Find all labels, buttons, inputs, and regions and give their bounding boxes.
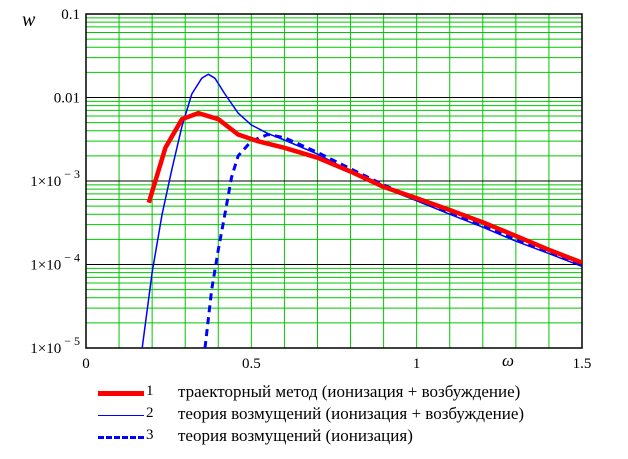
legend-line-3 <box>98 436 144 439</box>
legend-number-3: 3 <box>146 427 154 443</box>
x-ticks: 0 0.5 1 1.5 <box>82 356 591 372</box>
legend-line-2 <box>98 415 144 416</box>
legend-item-3: 3 теория возмущений (ионизация) <box>98 426 618 448</box>
y-axis-label: w <box>22 9 36 31</box>
y-ticks: 0.1 0.01 1×10 − 3 1×10 − 4 1×10 − 5 <box>30 7 80 357</box>
y-tick-label: 1×10 − 3 <box>30 167 80 190</box>
series-line-2 <box>141 73 582 348</box>
legend-number-2: 2 <box>146 405 154 421</box>
y-tick-label: 1×10 − 5 <box>30 334 80 357</box>
x-tick-label: 0.5 <box>242 356 261 372</box>
y-tick-label: 0.1 <box>61 7 80 23</box>
legend-item-2: 2 теория возмущений (ионизация + возбужд… <box>98 404 618 426</box>
x-tick-label: 1 <box>413 356 421 372</box>
x-axis-label: ω <box>502 351 514 370</box>
series-line-3 <box>203 133 582 348</box>
plot-frame <box>85 13 583 349</box>
series-layer <box>141 73 582 348</box>
y-tick-label: 0.01 <box>54 91 80 107</box>
legend-label-2: теория возмущений (ионизация + возбужден… <box>178 404 525 423</box>
series-line-1 <box>146 110 582 265</box>
legend-label-1: траекторный метод (ионизация + возбужден… <box>178 382 521 401</box>
legend-label-3: теория возмущений (ионизация) <box>178 426 413 445</box>
grid <box>86 14 582 348</box>
legend: 1 траекторный метод (ионизация + возбужд… <box>98 382 618 448</box>
x-tick-label: 1.5 <box>573 356 592 372</box>
legend-number-1: 1 <box>146 383 154 399</box>
legend-item-1: 1 траекторный метод (ионизация + возбужд… <box>98 382 618 404</box>
x-tick-label: 0 <box>82 356 90 372</box>
legend-line-1 <box>98 391 144 396</box>
chart: 0 0.5 1 1.5 0.1 0.01 1×10 − 3 1×10 − 4 1×10 − 5… <box>22 7 591 372</box>
y-tick-label: 1×10 − 4 <box>30 251 80 274</box>
